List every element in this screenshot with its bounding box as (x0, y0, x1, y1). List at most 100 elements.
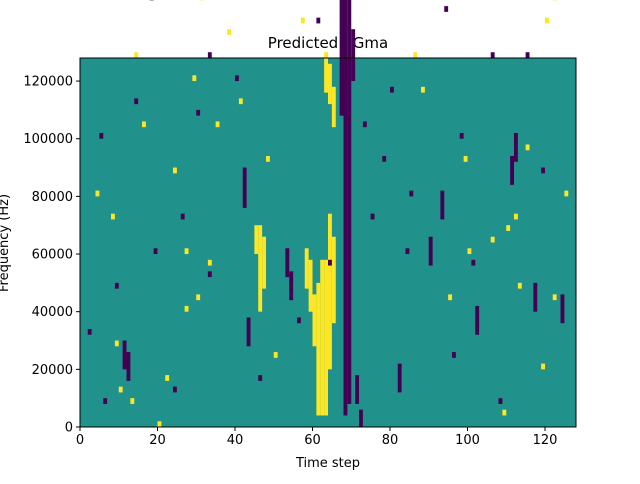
heatmap-cell-low (328, 260, 332, 266)
heatmap-cell-low (103, 398, 107, 404)
heatmap-cell-low (452, 352, 456, 358)
heatmap-cell-high (301, 18, 305, 24)
heatmap-cell-high (111, 214, 115, 220)
heatmap-cell-low (429, 237, 433, 266)
heatmap-cell-low (440, 191, 444, 220)
heatmap-cell-high (413, 52, 417, 58)
heatmap-cell-high (239, 98, 243, 104)
chart-title: Predicted : Gma (268, 34, 388, 52)
heatmap-cell-low (297, 317, 301, 323)
heatmap-cell-low (134, 98, 138, 104)
y-tick-label: 40000 (32, 305, 73, 320)
heatmap-cell-low (499, 398, 503, 404)
heatmap-cell-high (464, 156, 468, 162)
heatmap-cell-high (468, 248, 472, 254)
heatmap-cell-high (313, 294, 317, 346)
heatmap-cell-low (371, 214, 375, 220)
heatmap-cell-low (289, 271, 293, 300)
heatmap-cell-high (262, 237, 266, 289)
heatmap-cell-low (123, 341, 127, 370)
heatmap-cell-high (448, 294, 452, 300)
heatmap-cell-high (514, 214, 518, 220)
heatmap-cell-low (181, 214, 185, 220)
heatmap-cell-low (173, 387, 177, 393)
heatmap-cell-high (134, 52, 138, 58)
heatmap-cell-low (526, 52, 530, 58)
heatmap-cell-high (564, 191, 568, 197)
heatmap-cell-low (208, 52, 212, 58)
heatmap-cell-high (506, 225, 510, 231)
y-tick-label: 0 (65, 421, 73, 436)
heatmap-cell-low (285, 248, 289, 277)
heatmap-cell-high (115, 341, 119, 347)
heatmap-cell-high (518, 283, 522, 289)
y-tick-label: 60000 (32, 248, 73, 263)
heatmap-cell-high (421, 87, 425, 93)
heatmap-cell-high (274, 352, 278, 358)
heatmap-cell-high (173, 168, 177, 174)
heatmap-cell-low (247, 317, 251, 346)
heatmap-cell-low (127, 352, 131, 381)
heatmap-cell-high (130, 398, 134, 404)
heatmap-cell-high (196, 294, 200, 300)
heatmap-cell-low (444, 6, 448, 12)
heatmap-cell-low (243, 168, 247, 208)
heatmap-cell-high (502, 410, 506, 416)
heatmap-cell-high (316, 283, 320, 416)
heatmap-cell-high (320, 260, 324, 416)
x-tick-label: 80 (382, 433, 399, 448)
heatmap-cell-high (266, 156, 270, 162)
heatmap-cell-low (471, 260, 475, 266)
heatmap-cell-low (359, 410, 363, 427)
x-tick-label: 0 (76, 433, 84, 448)
heatmap-cell-low (351, 29, 355, 81)
heatmap-cell-low (316, 18, 320, 24)
heatmap-cell-low (363, 121, 367, 127)
heatmap-cell-high (158, 421, 162, 427)
x-axis-label: Time step (295, 456, 360, 471)
heatmap-cell-high (332, 87, 336, 127)
heatmap-cell-low (475, 306, 479, 335)
x-tick-label: 60 (304, 433, 321, 448)
heatmap-cells (80, 0, 580, 427)
heatmap-cell-high (332, 237, 336, 323)
heatmap-cell-high (185, 248, 189, 254)
heatmap-cell-high (96, 191, 100, 197)
heatmap-cell-high (526, 144, 530, 150)
heatmap-cell-high (208, 260, 212, 266)
heatmap-cell-high (165, 375, 169, 381)
heatmap-cell-high (254, 225, 258, 254)
heatmap-cell-high (553, 294, 557, 300)
heatmap-cell-high (185, 306, 189, 312)
heatmap-cell-high (491, 237, 495, 243)
heatmap-cell-low (409, 191, 413, 197)
heatmap-cell-low (514, 133, 518, 162)
heatmap-cell-low (491, 52, 495, 58)
heatmap-cell-low (355, 375, 359, 404)
y-tick-label: 120000 (23, 75, 73, 90)
heatmap-cell-high (305, 248, 309, 288)
heatmap-cell-high (216, 121, 220, 127)
heatmap-cell-low (398, 364, 402, 393)
heatmap-cell-low (196, 110, 200, 116)
heatmap-cell-high (227, 29, 231, 35)
heatmap-cell-high (328, 214, 332, 370)
x-tick-label: 40 (227, 433, 244, 448)
heatmap-cell-low (382, 156, 386, 162)
y-tick-label: 80000 (32, 190, 73, 205)
heatmap-cell-low (99, 133, 103, 139)
heatmap-cell-high (541, 364, 545, 370)
heatmap-cell-low (154, 248, 158, 254)
y-tick-label: 20000 (32, 363, 73, 378)
heatmap-cell-low (344, 0, 348, 415)
heatmap-cell-high (309, 260, 313, 312)
heatmap-cell-high (545, 18, 549, 24)
heatmap-cell-low (88, 329, 92, 335)
heatmap-cell-high (328, 64, 332, 104)
y-axis-label: Frequency (Hz) (0, 194, 12, 292)
heatmap-cell-high (258, 225, 262, 311)
heatmap-cell-low (510, 156, 514, 185)
heatmap-cell-low (390, 87, 394, 93)
